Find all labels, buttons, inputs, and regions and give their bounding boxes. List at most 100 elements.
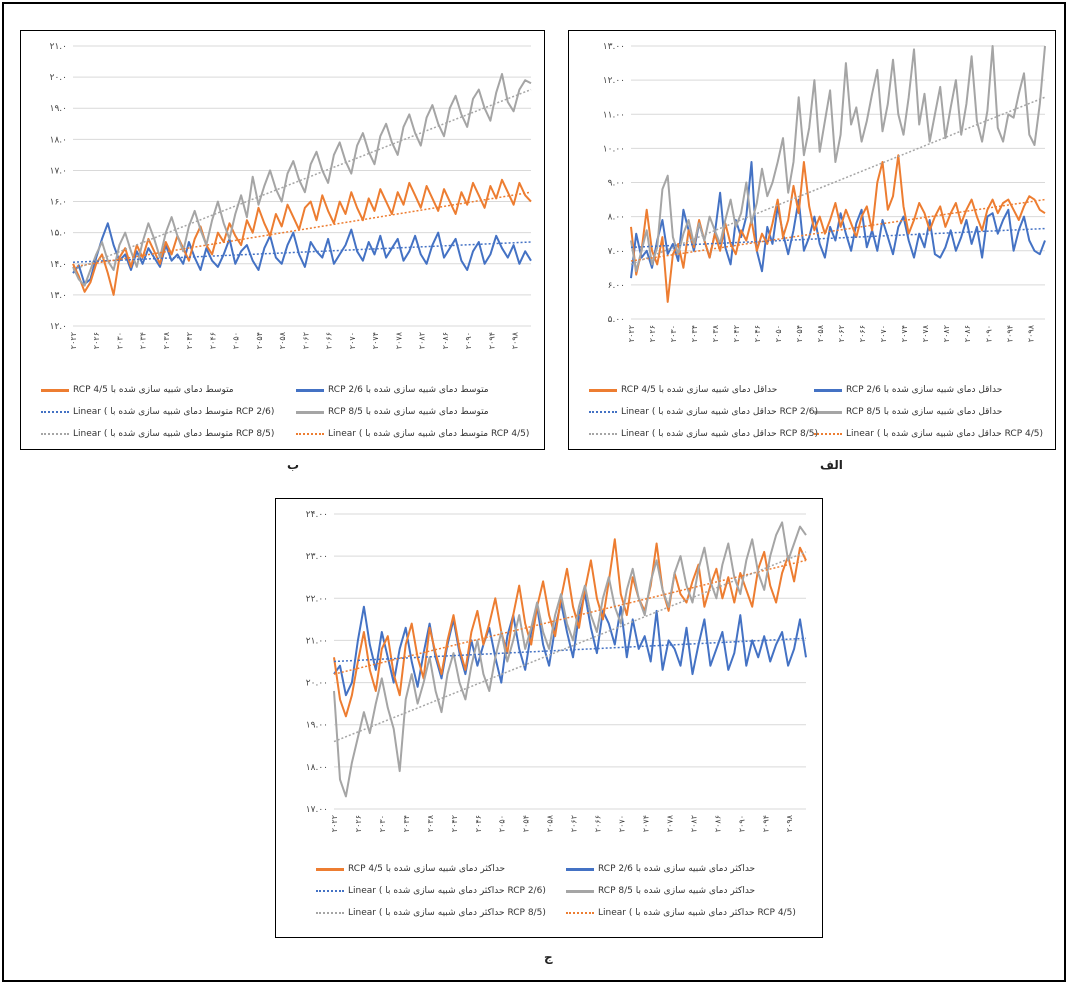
legend-item: حداقل دمای شبیه سازی شده با RCP 2/6 bbox=[814, 384, 1039, 396]
legend-swatch bbox=[589, 411, 617, 413]
y-tick-label: ۲۳.۰۰ bbox=[306, 552, 328, 562]
legend-label: حداکثر دمای شبیه سازی شده با RCP 2/6 bbox=[598, 864, 756, 874]
legend-label: متوسط دمای شبیه سازی شده با RCP 2/6 bbox=[328, 385, 489, 395]
y-tick-label: ۱۲.۰۰ bbox=[603, 76, 625, 86]
legend-swatch bbox=[296, 411, 324, 414]
x-tick-label: ۲۰۷۰ bbox=[348, 332, 357, 349]
x-tick-label: ۲۰۴۲ bbox=[732, 325, 741, 342]
x-tick-label: ۲۰۷۴ bbox=[641, 815, 650, 832]
x-tick-label: ۲۰۷۸ bbox=[665, 814, 674, 832]
chart-panel-mean: ۱۲.۰ ۱۳.۰ ۱۴.۰ ۱۵.۰ ۱۶.۰ ۱۷.۰ ۱۸.۰ ۱۹.۰ ۲۰.۰ ۲۱.۰… bbox=[20, 30, 545, 450]
x-tick-label: ۲۰۳۴ bbox=[690, 325, 699, 342]
x-tick-label: ۲۰۸۲ bbox=[689, 815, 698, 832]
x-tick-label: ۲۰۳۰ bbox=[669, 325, 678, 342]
x-tick-label: ۲۰۹۸ bbox=[511, 331, 520, 349]
legend-label: Linear ( متوسط دمای شبیه سازی شده با RCP… bbox=[328, 429, 530, 439]
trend-line bbox=[630, 198, 1046, 262]
legend-label: Linear ( حداکثر دمای شبیه سازی شده با RC… bbox=[598, 908, 796, 918]
x-tick-label: ۲۰۴۲ bbox=[185, 332, 194, 349]
legend-item: Linear ( حداقل دمای شبیه سازی شده با RCP… bbox=[589, 406, 818, 418]
series-line bbox=[333, 538, 807, 718]
x-tick-label: ۲۰۸۲ bbox=[418, 332, 427, 349]
y-tick-label: ۱۸.۰ bbox=[50, 135, 67, 145]
x-tick-label: ۲۰۸۶ bbox=[713, 815, 722, 832]
legend-label: Linear ( حداکثر دمای شبیه سازی شده با RC… bbox=[348, 908, 546, 918]
x-tick-label: ۲۰۹۰ bbox=[984, 325, 993, 342]
legend-swatch bbox=[566, 890, 594, 893]
legend-label: Linear ( متوسط دمای شبیه سازی شده با RCP… bbox=[73, 407, 275, 417]
legend-item: حداکثر دمای شبیه سازی شده با RCP 4/5 bbox=[316, 863, 561, 875]
chart-min-temperature: ۵.۰۰ ۶.۰۰ ۷.۰۰ ۸.۰۰ ۹.۰۰ ۱۰.۰۰ ۱۱.۰۰ ۱۲.۰۰ ۱۳.۰۰… bbox=[603, 42, 1046, 342]
y-tick-label: ۸.۰۰ bbox=[608, 213, 625, 223]
y-tick-label: ۹.۰۰ bbox=[608, 179, 625, 189]
x-tick-label: ۲۰۲۶ bbox=[92, 332, 101, 349]
y-tick-label: ۲۴.۰۰ bbox=[306, 510, 328, 520]
series-line bbox=[333, 521, 807, 798]
x-tick-label: ۲۰۶۶ bbox=[325, 332, 334, 349]
legend-max: حداکثر دمای شبیه سازی شده با RCP 2/6 حداک… bbox=[276, 855, 824, 935]
y-tick-label: ۲۰.۰ bbox=[50, 73, 67, 83]
trend-line bbox=[333, 551, 807, 743]
x-tick-label: ۲۰۳۰ bbox=[378, 815, 387, 832]
x-tick-label: ۲۰۶۲ bbox=[301, 332, 310, 349]
y-tick-label: ۲۲.۰۰ bbox=[306, 594, 328, 604]
legend-label: Linear ( حداقل دمای شبیه سازی شده با RCP… bbox=[621, 429, 818, 439]
legend-swatch bbox=[566, 868, 594, 871]
x-tick-label: ۲۰۲۲ bbox=[69, 332, 78, 349]
caption-jim: ج bbox=[544, 950, 553, 964]
series-line bbox=[333, 593, 807, 697]
y-tick-label: ۱۰.۰۰ bbox=[603, 144, 625, 154]
trend-line bbox=[630, 227, 1046, 249]
y-tick-label: ۷.۰۰ bbox=[608, 247, 625, 257]
legend-item: Linear ( حداقل دمای شبیه سازی شده با RCP… bbox=[814, 428, 1043, 440]
x-tick-label: ۲۰۴۶ bbox=[208, 332, 217, 349]
legend-item: متوسط دمای شبیه سازی شده با RCP 4/5 bbox=[41, 384, 281, 396]
legend-item: Linear ( متوسط دمای شبیه سازی شده با RCP… bbox=[41, 428, 281, 440]
x-tick-label: ۲۰۵۸ bbox=[278, 331, 287, 349]
trend-line bbox=[333, 559, 807, 675]
x-tick-label: ۲۰۵۸ bbox=[816, 324, 825, 342]
y-tick-label: ۱۱.۰۰ bbox=[603, 110, 625, 120]
caption-alef: الف bbox=[820, 458, 843, 472]
series-line bbox=[630, 45, 1046, 273]
y-tick-label: ۱۴.۰ bbox=[50, 260, 67, 270]
series-line bbox=[72, 73, 532, 287]
trend-line bbox=[630, 96, 1046, 266]
legend-swatch bbox=[41, 389, 69, 392]
x-tick-label: ۲۰۲۲ bbox=[627, 325, 636, 342]
chart-panel-max: ۱۷.۰۰ ۱۸.۰۰ ۱۹.۰۰ ۲۰.۰۰ ۲۱.۰۰ ۲۲.۰۰ ۲۳.۰۰ ۲۴.۰۰… bbox=[275, 498, 823, 938]
legend-label: Linear ( حداکثر دمای شبیه سازی شده با RC… bbox=[348, 886, 546, 896]
x-tick-label: ۲۰۹۴ bbox=[1005, 325, 1014, 342]
series-line bbox=[630, 161, 1046, 279]
y-tick-label: ۱۳.۰ bbox=[50, 291, 67, 301]
legend-label: متوسط دمای شبیه سازی شده با RCP 4/5 bbox=[73, 385, 234, 395]
y-tick-label: ۵.۰۰ bbox=[608, 315, 625, 325]
legend-item: حداکثر دمای شبیه سازی شده با RCP 2/6 bbox=[566, 863, 811, 875]
x-tick-label: ۲۰۳۸ bbox=[426, 814, 435, 832]
trend-line bbox=[72, 241, 532, 263]
x-tick-label: ۲۰۳۴ bbox=[402, 815, 411, 832]
x-tick-label: ۲۰۸۲ bbox=[942, 325, 951, 342]
legend-item: حداقل دمای شبیه سازی شده با RCP 4/5 bbox=[589, 384, 814, 396]
legend-label: حداقل دمای شبیه سازی شده با RCP 4/5 bbox=[621, 385, 778, 395]
x-tick-label: ۲۰۳۴ bbox=[139, 332, 148, 349]
legend-swatch bbox=[589, 433, 617, 435]
legend-label: حداکثر دمای شبیه سازی شده با RCP 4/5 bbox=[348, 864, 506, 874]
chart-max-temperature: ۱۷.۰۰ ۱۸.۰۰ ۱۹.۰۰ ۲۰.۰۰ ۲۱.۰۰ ۲۲.۰۰ ۲۳.۰۰ ۲۴.۰۰… bbox=[306, 510, 807, 832]
y-tick-label: ۲۱.۰ bbox=[50, 42, 67, 52]
y-tick-label: ۱۲.۰ bbox=[50, 322, 67, 332]
x-tick-label: ۲۰۹۰ bbox=[464, 332, 473, 349]
legend-label: حداکثر دمای شبیه سازی شده با RCP 8/5 bbox=[598, 886, 756, 896]
y-tick-label: ۲۰.۰۰ bbox=[306, 679, 328, 689]
legend-swatch bbox=[589, 389, 617, 392]
legend-label: حداقل دمای شبیه سازی شده با RCP 2/6 bbox=[846, 385, 1003, 395]
x-tick-label: ۲۰۹۰ bbox=[737, 815, 746, 832]
y-tick-label: ۱۹.۰۰ bbox=[306, 721, 328, 731]
y-tick-label: ۱۳.۰۰ bbox=[603, 42, 625, 52]
x-tick-label: ۲۰۸۶ bbox=[963, 325, 972, 342]
y-tick-label: ۲۱.۰۰ bbox=[306, 636, 328, 646]
x-tick-label: ۲۰۵۰ bbox=[774, 325, 783, 342]
x-tick-label: ۲۰۴۶ bbox=[474, 815, 483, 832]
y-tick-label: ۱۹.۰ bbox=[50, 104, 67, 114]
x-tick-label: ۲۰۶۶ bbox=[594, 815, 603, 832]
